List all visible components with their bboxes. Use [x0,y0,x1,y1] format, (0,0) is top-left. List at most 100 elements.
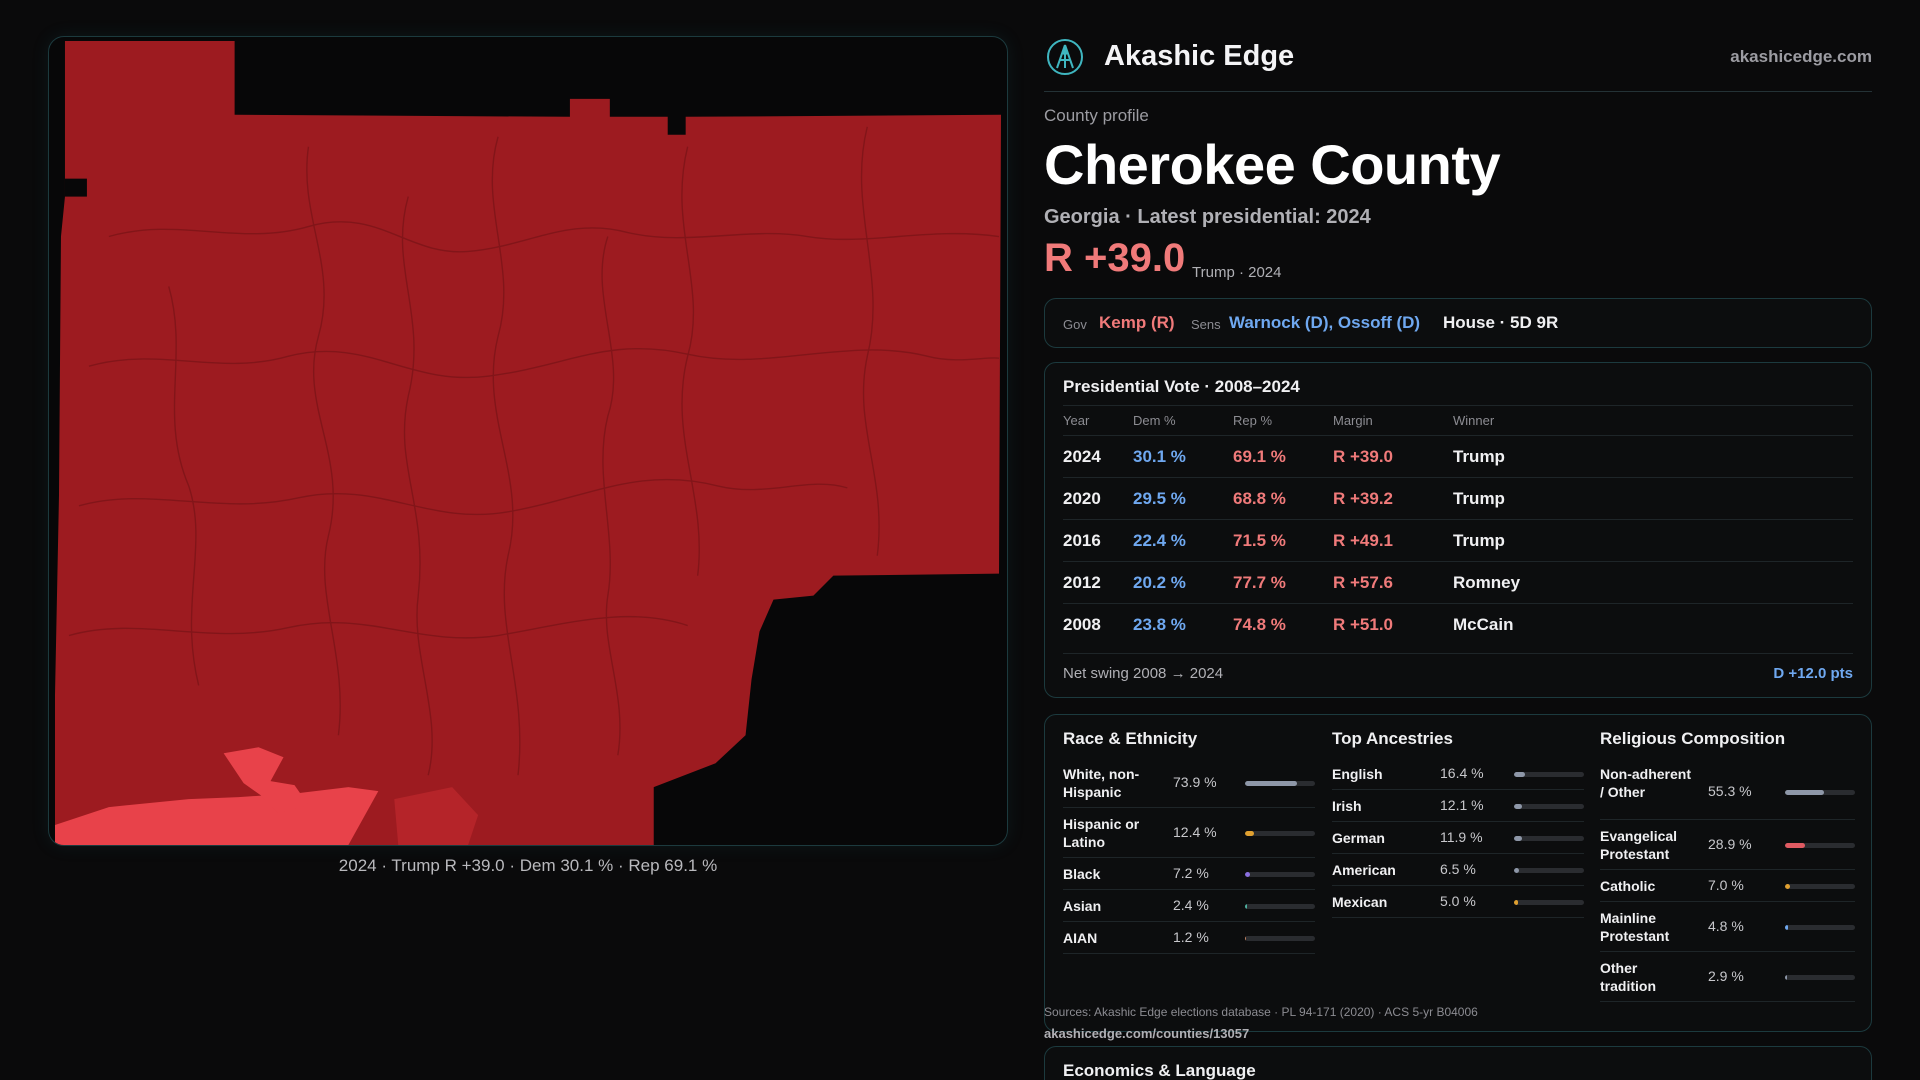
ancestry-bar-fill [1514,836,1523,841]
ancestry-title: Top Ancestries [1332,729,1453,748]
ancestry-bar [1514,900,1584,905]
presidential-year-cell: 2016 [1063,531,1101,550]
col-year: Year [1063,413,1090,428]
ancestry-percent: 12.1 % [1440,797,1484,813]
race-bar [1245,831,1315,836]
site-link[interactable]: akashicedge.com [1730,47,1872,66]
ancestry-bar-fill [1514,868,1519,873]
presidential-margin-cell: R +57.6 [1333,573,1394,592]
ancestry-percent: 6.5 % [1440,861,1476,877]
religion-percent: 28.9 % [1708,836,1752,852]
senators-value: Warnock (D), Ossoff (D) [1229,313,1421,332]
religion-label: Evangelical Protestant [1600,828,1678,862]
presidential-margin-cell: R +51.0 [1333,615,1394,634]
presidential-dem-cell: 30.1 % [1133,447,1186,466]
presidential-year-cell: 2008 [1063,615,1101,634]
presidential-rep-cell: 68.8 % [1233,489,1286,508]
religion-bar-fill [1785,843,1806,848]
race-label: Asian [1063,898,1102,914]
headline-margin: R +39.0 [1044,236,1186,280]
county-map-svg [54,40,1002,845]
race-label: AIAN [1063,930,1098,946]
ancestry-bar [1514,804,1584,809]
race-bar [1245,936,1315,941]
sources-note: Sources: Akashic Edge elections database… [1044,1005,1478,1019]
presidential-dem-cell: 20.2 % [1133,573,1186,592]
county-profile-panel: Akashic Edge akashicedge.com County prof… [1044,0,1872,1080]
race-percent: 12.4 % [1173,824,1217,840]
religion-percent: 4.8 % [1708,918,1744,934]
race-bar [1245,904,1315,909]
race-bar-fill [1245,904,1247,909]
religion-title: Religious Composition [1600,729,1786,748]
religion-label: Catholic [1600,878,1656,894]
presidential-rep-cell: 71.5 % [1233,531,1286,550]
religion-label: Non-adherent / Other [1600,766,1691,800]
county-map[interactable] [48,36,1008,846]
race-percent: 1.2 % [1173,929,1209,945]
presidential-title: Presidential Vote · 2008–2024 [1063,377,1300,396]
religion-label: Mainline Protestant [1600,910,1670,944]
headline-margin-detail: Trump · 2024 [1192,264,1282,281]
akashic-logo-icon[interactable] [1046,38,1084,76]
demographics-card: Race & Ethnicity White, non-Hispanic 73.9… [1044,714,1872,1032]
gov-label: Gov [1063,317,1087,332]
net-swing-value: D +12.0 pts [1773,665,1853,682]
race-bar [1245,781,1315,786]
county-subdivision-southwest[interactable] [223,747,309,814]
ancestry-bar [1514,836,1584,841]
religion-percent: 7.0 % [1708,877,1744,893]
ancestry-label: Irish [1332,798,1362,814]
religion-bar [1785,975,1855,980]
presidential-rep-cell: 74.8 % [1233,615,1286,634]
county-shape[interactable] [54,40,1002,845]
precinct-boundaries [68,126,1000,776]
race-bar-fill [1245,936,1247,941]
col-winner: Winner [1453,413,1495,428]
race-label: White, non-Hispanic [1063,766,1140,800]
religion-bar [1785,884,1855,889]
presidential-year-cell: 2024 [1063,447,1101,466]
ancestry-bar-fill [1514,804,1523,809]
race-bar-fill [1245,872,1251,877]
race-percent: 2.4 % [1173,897,1209,913]
religion-label: Other tradition [1600,960,1656,994]
religion-bar [1785,790,1855,795]
ancestry-bar-fill [1514,900,1518,905]
ancestry-bar-fill [1514,772,1526,777]
sens-label: Sens [1191,317,1221,332]
religion-bar-fill [1785,790,1824,795]
governor-value: Kemp (R) [1099,313,1175,332]
presidential-winner-cell: Trump [1453,531,1505,550]
presidential-winner-cell: Trump [1453,447,1505,466]
religion-bar-fill [1785,975,1788,980]
race-label: Hispanic or Latino [1063,816,1140,850]
presidential-margin-cell: R +39.0 [1333,447,1394,466]
presidential-rep-cell: 69.1 % [1233,447,1286,466]
religion-percent: 2.9 % [1708,968,1744,984]
site-header: Akashic Edge akashicedge.com [1044,36,1872,92]
race-bar-fill [1245,831,1254,836]
profile-eyebrow: County profile [1044,106,1149,125]
race-percent: 73.9 % [1173,774,1217,790]
col-margin: Margin [1333,413,1373,428]
map-caption: 2024 · Trump R +39.0 · Dem 30.1 % · Rep … [338,856,718,875]
brand-name[interactable]: Akashic Edge [1104,40,1295,72]
religion-percent: 55.3 % [1708,783,1752,799]
ancestry-bar [1514,772,1584,777]
ancestry-label: English [1332,766,1383,782]
race-bar [1245,872,1315,877]
presidential-winner-cell: McCain [1453,615,1514,634]
presidential-margin-cell: R +39.2 [1333,489,1394,508]
presidential-dem-cell: 22.4 % [1133,531,1186,550]
map-notch [64,178,87,197]
religion-bar-fill [1785,884,1790,889]
col-dem: Dem % [1133,413,1176,428]
source-url[interactable]: akashicedge.com/counties/13057 [1044,1026,1250,1041]
ancestry-label: American [1332,862,1396,878]
race-bar-fill [1245,781,1297,786]
ancestry-label: Mexican [1332,894,1388,910]
ancestry-percent: 5.0 % [1440,893,1476,909]
ancestry-percent: 16.4 % [1440,765,1484,781]
presidential-winner-cell: Trump [1453,489,1505,508]
